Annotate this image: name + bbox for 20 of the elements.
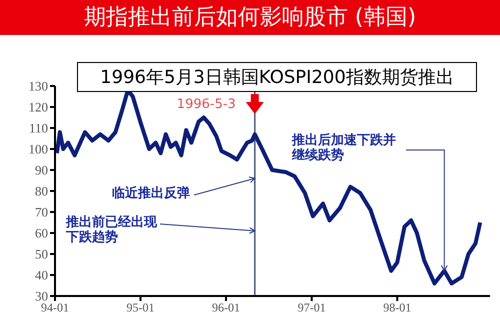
y-tick-label: 80 <box>35 184 48 199</box>
x-tick-label: 95-01 <box>126 300 154 315</box>
x-tick-label: 98-01 <box>383 300 412 315</box>
annotation: 临近推出反弹 <box>112 186 191 201</box>
y-tick-label: 120 <box>28 100 48 115</box>
y-tick-label: 60 <box>35 226 48 241</box>
y-tick-label: 130 <box>28 78 48 94</box>
y-tick-label: 90 <box>35 162 48 178</box>
y-tick-label: 70 <box>35 204 48 220</box>
y-tick-label: 40 <box>35 268 48 283</box>
y-tick-label: 50 <box>35 246 48 262</box>
x-tick-label: 97-01 <box>298 300 326 315</box>
x-tick-label: 96-01 <box>212 300 240 315</box>
ref-line-label: 1996-5-3 <box>176 97 236 112</box>
y-tick-label: 100 <box>28 142 48 157</box>
annotation: 推出前已经出现下跌趋势 <box>66 215 158 245</box>
annotation: 推出后加速下跌并继续跌势 <box>292 133 397 163</box>
y-tick-label: 110 <box>28 120 48 136</box>
chart-title: 期指推出前后如何影响股市 (韩国) <box>0 0 500 35</box>
chart-subtitle: 1996年5月3日韩国KOSPI200指数期货推出 <box>77 62 477 92</box>
